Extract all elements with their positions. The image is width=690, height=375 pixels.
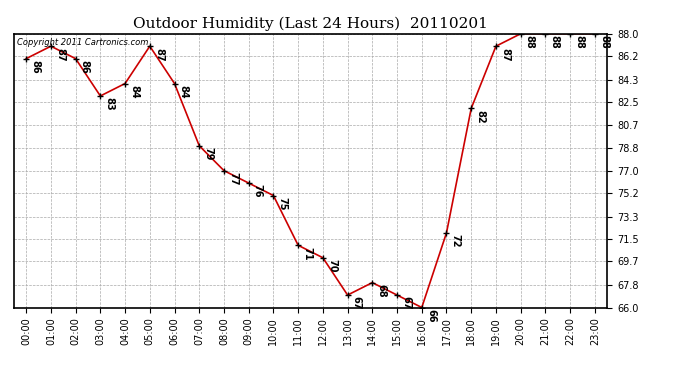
Text: 79: 79 bbox=[204, 147, 213, 160]
Text: 67: 67 bbox=[401, 297, 411, 310]
Text: 88: 88 bbox=[599, 35, 609, 49]
Text: 83: 83 bbox=[104, 98, 115, 111]
Title: Outdoor Humidity (Last 24 Hours)  20110201: Outdoor Humidity (Last 24 Hours) 2011020… bbox=[133, 17, 488, 31]
Text: 84: 84 bbox=[179, 85, 188, 99]
Text: 84: 84 bbox=[129, 85, 139, 99]
Text: 76: 76 bbox=[253, 184, 263, 198]
Text: 87: 87 bbox=[55, 48, 65, 61]
Text: 86: 86 bbox=[30, 60, 40, 74]
Text: 87: 87 bbox=[154, 48, 164, 61]
Text: 88: 88 bbox=[549, 35, 560, 49]
Text: 75: 75 bbox=[277, 197, 288, 210]
Text: 77: 77 bbox=[228, 172, 238, 186]
Text: 82: 82 bbox=[475, 110, 485, 123]
Text: 66: 66 bbox=[426, 309, 436, 322]
Text: 86: 86 bbox=[80, 60, 90, 74]
Text: 68: 68 bbox=[377, 284, 386, 298]
Text: 72: 72 bbox=[451, 234, 461, 248]
Text: 88: 88 bbox=[574, 35, 584, 49]
Text: 88: 88 bbox=[525, 35, 535, 49]
Text: 71: 71 bbox=[302, 247, 313, 260]
Text: Copyright 2011 Cartronics.com: Copyright 2011 Cartronics.com bbox=[17, 38, 148, 47]
Text: 67: 67 bbox=[352, 297, 362, 310]
Text: 70: 70 bbox=[327, 259, 337, 273]
Text: 87: 87 bbox=[500, 48, 510, 61]
